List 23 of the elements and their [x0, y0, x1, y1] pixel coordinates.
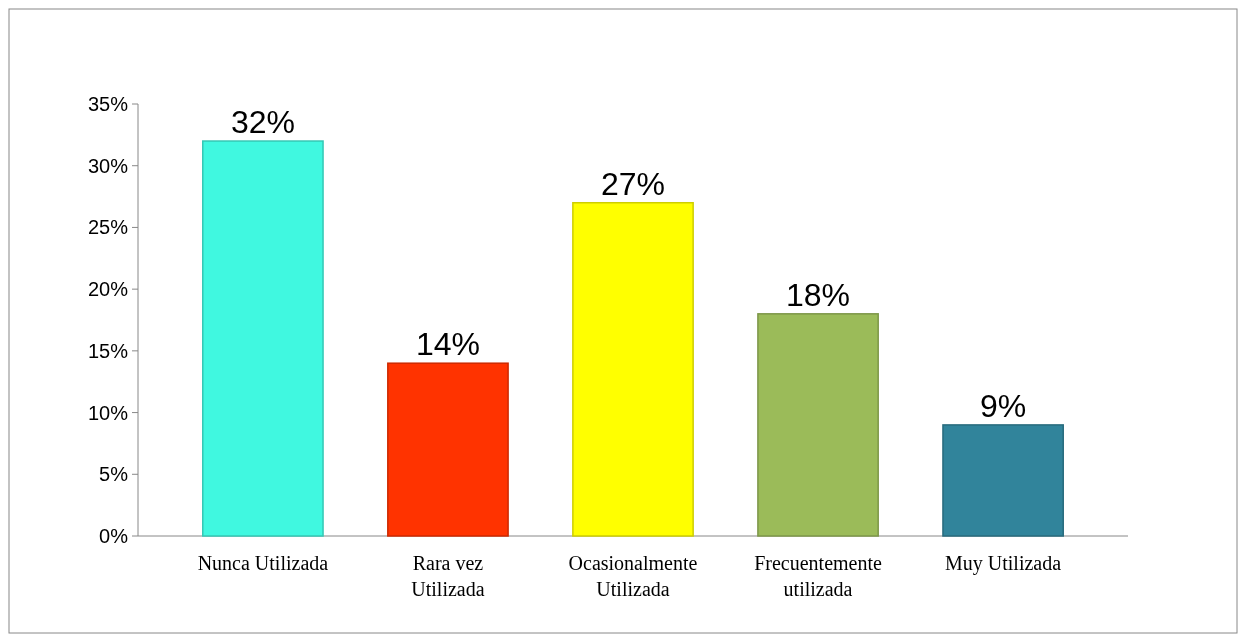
- x-tick-label: Nunca Utilizada: [197, 552, 329, 574]
- bar: [572, 201, 694, 537]
- data-label: 32%: [230, 104, 295, 141]
- bar: [942, 424, 1064, 537]
- y-tick-label: 10%: [87, 401, 129, 424]
- x-tick-label: Ocasionalmente Utilizada: [568, 552, 698, 600]
- y-tick-label: 15%: [87, 339, 129, 362]
- bar: [387, 362, 509, 537]
- bar: [202, 140, 324, 537]
- data-label: 9%: [979, 387, 1027, 424]
- y-tick-label: 25%: [87, 216, 129, 239]
- y-tick-label: 5%: [99, 463, 129, 486]
- data-label: 27%: [600, 165, 666, 202]
- x-tick-label: Rara vez Utilizada: [411, 552, 485, 600]
- x-tick-label: Frecuentemente utilizada: [754, 552, 883, 600]
- data-label: 14%: [415, 326, 480, 363]
- x-tick-label: Muy Utilizada: [945, 552, 1062, 575]
- y-tick-label: 35%: [87, 93, 129, 115]
- y-tick-label: 30%: [87, 154, 129, 177]
- bar: [757, 313, 879, 537]
- y-tick-label: 0%: [99, 525, 129, 547]
- data-label: 18%: [786, 276, 851, 313]
- y-tick-label: 20%: [87, 278, 129, 301]
